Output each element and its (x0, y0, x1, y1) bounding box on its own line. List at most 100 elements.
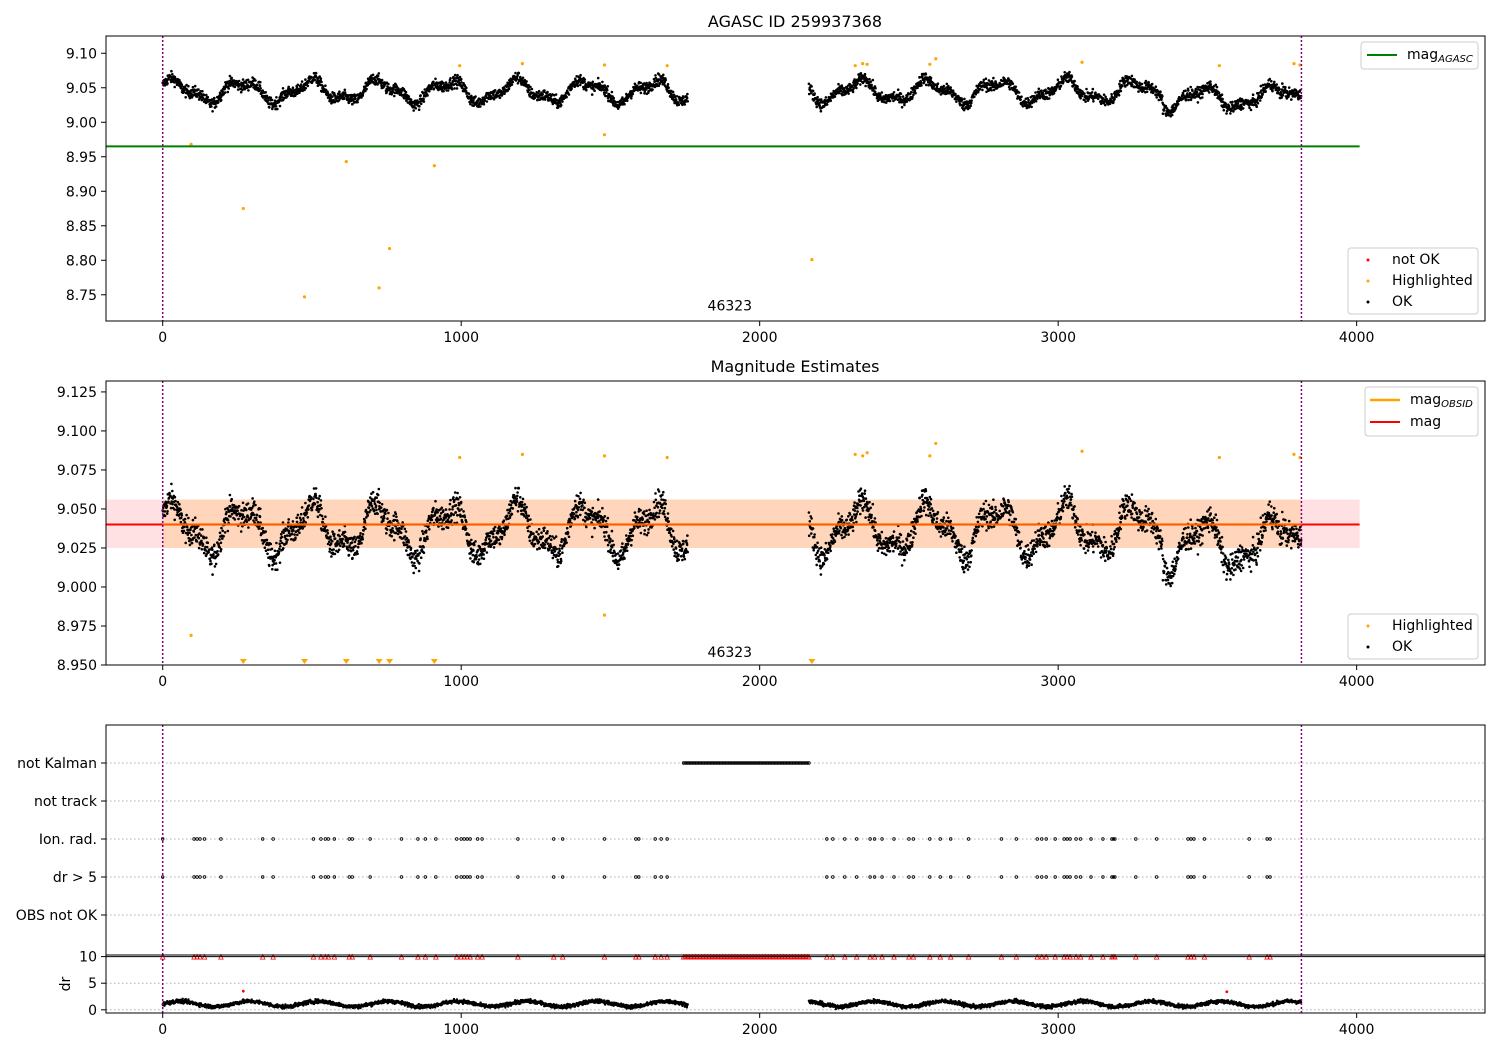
agasc-ok-point (1037, 87, 1041, 91)
agasc-ok-point (266, 99, 270, 102)
mag-ok-point (375, 508, 378, 512)
agasc-ok-point (276, 107, 279, 111)
agasc-ok-point (606, 85, 610, 88)
mag-ok-point (514, 486, 517, 490)
agasc-ok-point (561, 100, 564, 103)
mag-ok-point (347, 553, 351, 557)
mag-ok-point (449, 498, 452, 502)
mag-ok-point (603, 515, 607, 518)
mag-ok-point (306, 516, 310, 519)
mag-ok-point (351, 548, 355, 552)
agasc-ok-point (1129, 77, 1133, 80)
agasc-ok-point (296, 83, 300, 87)
agasc-ok-point (1220, 93, 1224, 96)
agasc-ok-point (570, 87, 573, 90)
mag-ok-point (296, 513, 300, 517)
legend-not-ok-marker (1366, 258, 1370, 262)
agasc-ok-point (316, 84, 320, 87)
agasc-ok-point (450, 87, 454, 91)
agasc-ok-point (456, 73, 459, 77)
agasc-ok-point (546, 90, 549, 94)
agasc-ok-point (183, 85, 187, 88)
mag-ok-point (213, 543, 216, 547)
mag-ok-point (333, 537, 337, 540)
mag-ok-point (274, 562, 278, 565)
mag-ok-point (183, 517, 187, 521)
agasc-ok-point (920, 84, 923, 87)
agasc-ok-point (493, 89, 497, 92)
mag-ok-point (553, 550, 557, 553)
mag-ok-point (484, 538, 488, 542)
agasc-ok-point (393, 94, 396, 98)
mag-ok-point (316, 515, 320, 518)
mag-ok-point (402, 541, 405, 544)
agasc-ok-point (422, 97, 425, 101)
agasc-ok-point (173, 81, 176, 84)
agasc-ok-point (233, 85, 237, 89)
mag-ok-point (202, 551, 206, 555)
agasc-ok-point (1059, 84, 1063, 88)
mag-ok-point (173, 495, 177, 499)
mag-ok-point (307, 508, 310, 511)
agasc-ok-point (1159, 90, 1162, 93)
mag-ok-point (606, 538, 609, 542)
agasc-ok-point (666, 83, 670, 86)
agasc-ok-point (314, 71, 318, 75)
agasc-ok-point (903, 103, 906, 107)
mag-ok-point (542, 529, 546, 533)
mag-ok-point (329, 535, 332, 538)
agasc-ok-point (1130, 74, 1134, 78)
mag-ok-point (171, 502, 174, 506)
mag-ok-point (359, 532, 362, 535)
mag-ok-point (411, 555, 414, 558)
mag-ok-point (520, 500, 524, 504)
mag-ok-point (390, 534, 394, 538)
mag-ok-point (538, 547, 541, 550)
agasc-ok-point (1027, 98, 1030, 102)
agasc-ok-point (815, 105, 818, 109)
agasc-ok-point (605, 88, 609, 92)
mag-ok-point (279, 539, 282, 543)
agasc-ok-point (1155, 96, 1158, 99)
agasc-ok-point (533, 96, 537, 100)
mag-ok-point (292, 529, 295, 532)
mag-ok-point (516, 494, 519, 498)
agasc-ok-point (543, 89, 546, 92)
agasc-ok-point (428, 89, 431, 93)
mag-ok-point (343, 530, 347, 534)
agasc-ok-point (315, 76, 318, 79)
agasc-ok-point (1184, 89, 1187, 92)
agasc-ok-point (949, 86, 952, 89)
mag-ok-point (521, 497, 525, 501)
agasc-ok-point (338, 90, 341, 93)
mag-ok-point (596, 516, 600, 520)
mag-ok-point (270, 547, 274, 551)
agasc-ok-point (213, 96, 216, 100)
agasc-ok-point (1207, 91, 1211, 94)
agasc-ok-point (1256, 101, 1260, 105)
mag-ok-point (399, 531, 403, 535)
mag-ok-point (428, 528, 431, 531)
mag-ok-point (341, 537, 345, 541)
agasc-ok-point (984, 77, 988, 80)
agasc-ok-point (583, 80, 586, 84)
agasc-ok-point (1145, 90, 1149, 94)
mag-ok-point (573, 499, 577, 503)
agasc-ok-point (187, 84, 190, 88)
agasc-ok-point (671, 90, 675, 94)
mag-ok-point (585, 525, 588, 529)
mag-ok-point (237, 504, 241, 508)
mag-ok-point (261, 526, 265, 530)
agasc-ok-point (856, 82, 859, 85)
agasc-ok-point (919, 81, 923, 85)
mag-ok-point (461, 520, 464, 524)
agasc-ok-point (913, 89, 917, 93)
mag-ok-point (454, 504, 458, 507)
mag-ok-point (559, 544, 562, 547)
agasc-ok-point (1255, 105, 1258, 109)
mag-ok-point (422, 551, 426, 554)
agasc-ok-point (453, 87, 456, 90)
agasc-panel-title: AGASC ID 259937368 (708, 12, 882, 31)
mag-ok-point (582, 498, 585, 502)
mag-ok-point (568, 519, 572, 522)
